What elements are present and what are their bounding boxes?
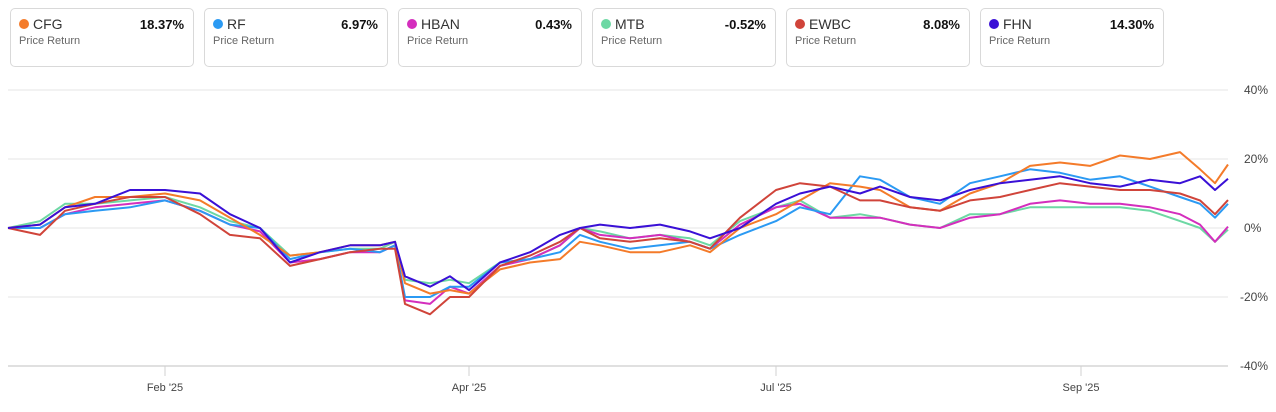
ticker-label: MTB <box>615 16 645 32</box>
metric-label: Price Return <box>19 35 81 47</box>
series-line-hban[interactable] <box>8 199 1229 305</box>
metric-label: Price Return <box>213 35 275 47</box>
series-color-dot-icon <box>601 19 611 29</box>
legend-cards: CFG 18.37% Price Return RF 6.97% Price R… <box>10 8 1164 67</box>
return-value: 18.37% <box>139 16 184 32</box>
y-tick-label: -20% <box>1240 290 1269 304</box>
legend-card-mtb[interactable]: MTB -0.52% Price Return <box>592 8 776 67</box>
ticker-label: CFG <box>33 16 63 32</box>
ticker-label: EWBC <box>809 16 851 32</box>
y-tick-label: 20% <box>1244 152 1269 166</box>
y-tick-label: 40% <box>1244 83 1269 97</box>
return-value: 8.08% <box>923 16 960 32</box>
legend-card-hban[interactable]: HBAN 0.43% Price Return <box>398 8 582 67</box>
metric-label: Price Return <box>407 35 469 47</box>
return-value: -0.52% <box>724 16 766 32</box>
x-tick-label: Jul '25 <box>760 382 792 394</box>
price-return-chart[interactable]: 40% 20% 0% -20% -40% Feb '25 Apr '25 Jul… <box>0 75 1276 407</box>
legend-card-cfg[interactable]: CFG 18.37% Price Return <box>10 8 194 67</box>
legend-card-ewbc[interactable]: EWBC 8.08% Price Return <box>786 8 970 67</box>
series-color-dot-icon <box>989 19 999 29</box>
return-value: 0.43% <box>535 16 572 32</box>
series-color-dot-icon <box>795 19 805 29</box>
series-line-fhn[interactable] <box>7 175 1229 292</box>
series-line-cfg[interactable] <box>7 151 1229 295</box>
x-tick-label: Sep '25 <box>1062 382 1100 394</box>
series-color-dot-icon <box>19 19 29 29</box>
legend-card-fhn[interactable]: FHN 14.30% Price Return <box>980 8 1164 67</box>
series-line-ewbc[interactable] <box>7 182 1229 316</box>
x-tick-label: Feb '25 <box>146 382 184 394</box>
series-color-dot-icon <box>407 19 417 29</box>
metric-label: Price Return <box>795 35 857 47</box>
ticker-label: RF <box>227 16 246 32</box>
y-tick-label: -40% <box>1240 359 1269 373</box>
ticker-label: HBAN <box>421 16 460 32</box>
x-tick-label: Apr '25 <box>451 382 487 394</box>
return-value: 14.30% <box>1109 16 1154 32</box>
ticker-label: FHN <box>1003 16 1032 32</box>
series-color-dot-icon <box>213 19 223 29</box>
chart-plot-area[interactable] <box>0 75 1276 407</box>
y-tick-label: 0% <box>1244 221 1262 235</box>
series-line-rf[interactable] <box>8 168 1229 298</box>
legend-card-rf[interactable]: RF 6.97% Price Return <box>204 8 388 67</box>
metric-label: Price Return <box>989 35 1051 47</box>
metric-label: Price Return <box>601 35 663 47</box>
return-value: 6.97% <box>341 16 378 32</box>
series-line-mtb[interactable] <box>7 196 1229 285</box>
